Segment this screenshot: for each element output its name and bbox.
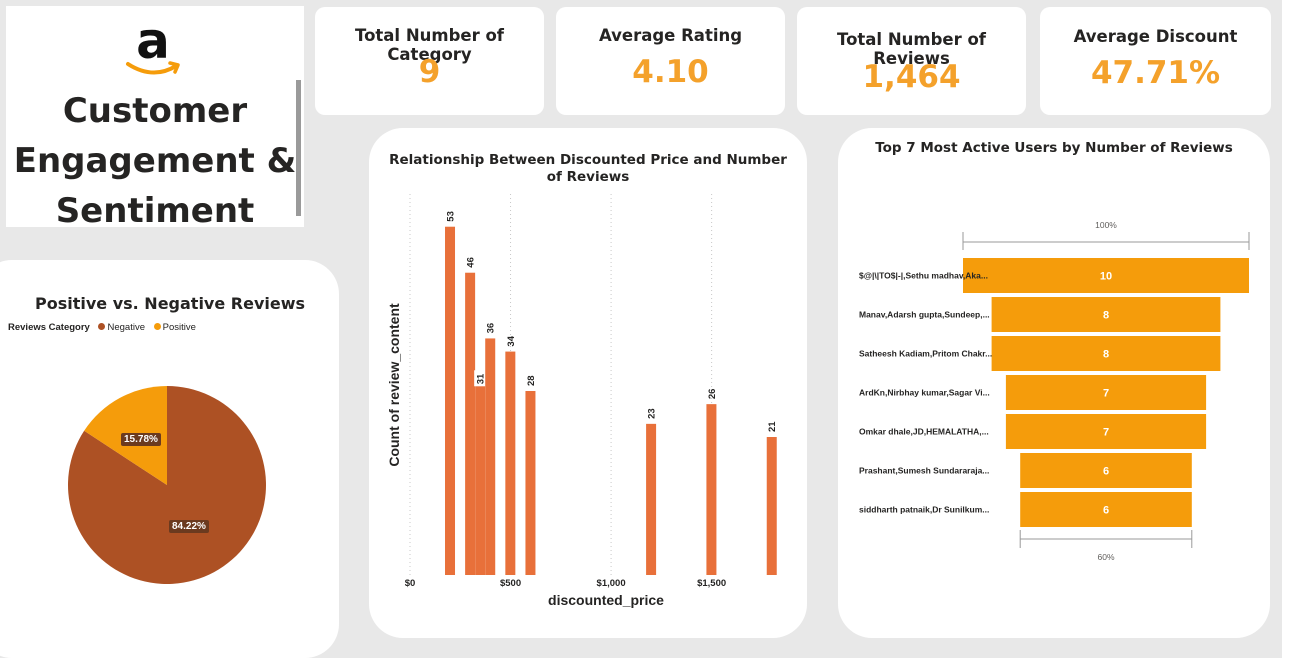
legend-dot-positive: [153, 322, 161, 330]
funnel-bar: [1020, 453, 1192, 488]
data-label-bg: [474, 370, 487, 387]
funnel-title: Top 7 Most Active Users by Number of Rev…: [875, 140, 1233, 156]
funnel-value-label: 6: [1103, 466, 1109, 478]
kpi-value: 47.71%: [1090, 55, 1221, 91]
page-right-edge: [1282, 0, 1291, 658]
legend-item-positive[interactable]: Positive: [162, 322, 196, 333]
kpi-card-rating: Average Rating 4.10: [556, 7, 785, 115]
bar-card: Relationship Between Discounted Price an…: [369, 128, 807, 638]
pie-label-negative: 84.22%: [169, 520, 209, 533]
pie-card: Positive vs. Negative Reviews Reviews Ca…: [0, 260, 339, 658]
data-label: 21: [767, 421, 778, 432]
funnel-category-label: Satheesh Kadiam,Pritom Chakr...: [859, 349, 992, 359]
x-tick-label: $1,500: [697, 578, 726, 589]
kpi-label: Average Rating: [598, 26, 743, 45]
bar: [706, 404, 717, 575]
kpi-card-reviews: Total Number of Reviews 1,464: [797, 7, 1026, 115]
data-label: 28: [526, 375, 537, 386]
scrollbar[interactable]: [296, 80, 301, 216]
kpi-card-discount: Average Discount 47.71%: [1040, 7, 1271, 115]
x-tick-label: $0: [405, 578, 416, 589]
funnel-category-label: $@|\|TO$|-|,Sethu madhav,Aka...: [859, 271, 988, 281]
bar: [505, 351, 516, 575]
x-tick-label: $1,000: [597, 578, 626, 589]
bar-chart[interactable]: $0 $500 $1,000 $1,500 53 46 31 36 34 28 23 26 21 disc…: [369, 128, 807, 638]
data-label: 36: [486, 323, 497, 334]
amazon-logo: a: [122, 12, 184, 80]
funnel-category-label: Prashant,Sumesh Sundararaja...: [859, 466, 989, 476]
kpi-label: Total Number of Reviews: [837, 30, 986, 68]
funnel-value-label: 7: [1103, 427, 1109, 439]
data-label: 26: [707, 389, 718, 400]
funnel-category-label: siddharth patnaik,Dr Sunilkum...: [859, 505, 989, 515]
data-label: 46: [466, 257, 477, 268]
kpi-card-category: Total Number of Category 9: [315, 7, 544, 115]
funnel-value-label: 8: [1103, 310, 1109, 322]
x-tick-label: $500: [500, 578, 521, 589]
data-label: 23: [647, 408, 658, 419]
page-title: Customer Engagement & Sentiment: [6, 86, 304, 236]
funnel-bottom-percent: 60%: [1097, 552, 1114, 562]
pie-legend: Reviews Category Negative Positive: [8, 322, 196, 333]
title-line: Sentiment: [55, 191, 255, 231]
bar-title: Relationship Between Discounted Price an…: [389, 152, 787, 185]
funnel-category-label: Omkar dhale,JD,HEMALATHA,...: [859, 427, 989, 437]
kpi-value: 1,464: [862, 59, 961, 95]
logo-letter: a: [136, 18, 170, 70]
data-label: 31: [476, 373, 487, 384]
data-label: 34: [506, 335, 517, 346]
title-line: Engagement &: [13, 141, 297, 181]
funnel-chart[interactable]: 100% 10 $@|\|TO$|-|,Sethu madhav,Aka... 8 Ma…: [838, 128, 1270, 638]
legend-title: Reviews Category: [8, 322, 90, 333]
pie-title: Positive vs. Negative Reviews: [34, 294, 306, 313]
y-axis-label: Count of review_content: [386, 303, 402, 467]
funnel-bar: [1020, 492, 1192, 527]
funnel-value-label: 7: [1103, 388, 1109, 400]
kpi-value: 4.10: [632, 54, 709, 90]
title-card: a Customer Engagement & Sentiment: [6, 6, 304, 231]
kpi-label: Total Number of Category: [355, 26, 504, 64]
funnel-bar: [1005, 375, 1207, 410]
funnel-bar: [991, 336, 1221, 371]
bar: [766, 437, 777, 575]
funnel-category-label: Manav,Adarsh gupta,Sundeep,...: [859, 310, 990, 320]
bar: [525, 391, 536, 575]
pie-label-positive: 15.78%: [121, 433, 161, 446]
kpi-label: Average Discount: [1073, 27, 1238, 46]
title-line: Customer: [62, 91, 248, 131]
bar: [465, 272, 476, 575]
funnel-value-label: 10: [1100, 271, 1112, 283]
x-axis-label: discounted_price: [548, 592, 664, 608]
funnel-bar: [963, 258, 1249, 293]
funnel-category-label: ArdKn,Nirbhay kumar,Sagar Vi...: [859, 388, 990, 398]
bar: [485, 338, 496, 575]
funnel-top-percent: 100%: [1095, 220, 1117, 230]
funnel-bar: [1005, 414, 1207, 449]
bar: [445, 226, 456, 575]
funnel-value-label: 8: [1103, 349, 1109, 361]
funnel-bar: [991, 297, 1221, 332]
bar: [646, 423, 657, 575]
legend-dot-negative: [98, 322, 106, 330]
funnel-value-label: 6: [1103, 505, 1109, 517]
legend-item-negative[interactable]: Negative: [107, 322, 145, 333]
bar: [475, 371, 486, 575]
pie-chart[interactable]: [0, 260, 339, 658]
data-label: 53: [446, 211, 457, 222]
kpi-value: 9: [418, 54, 441, 90]
